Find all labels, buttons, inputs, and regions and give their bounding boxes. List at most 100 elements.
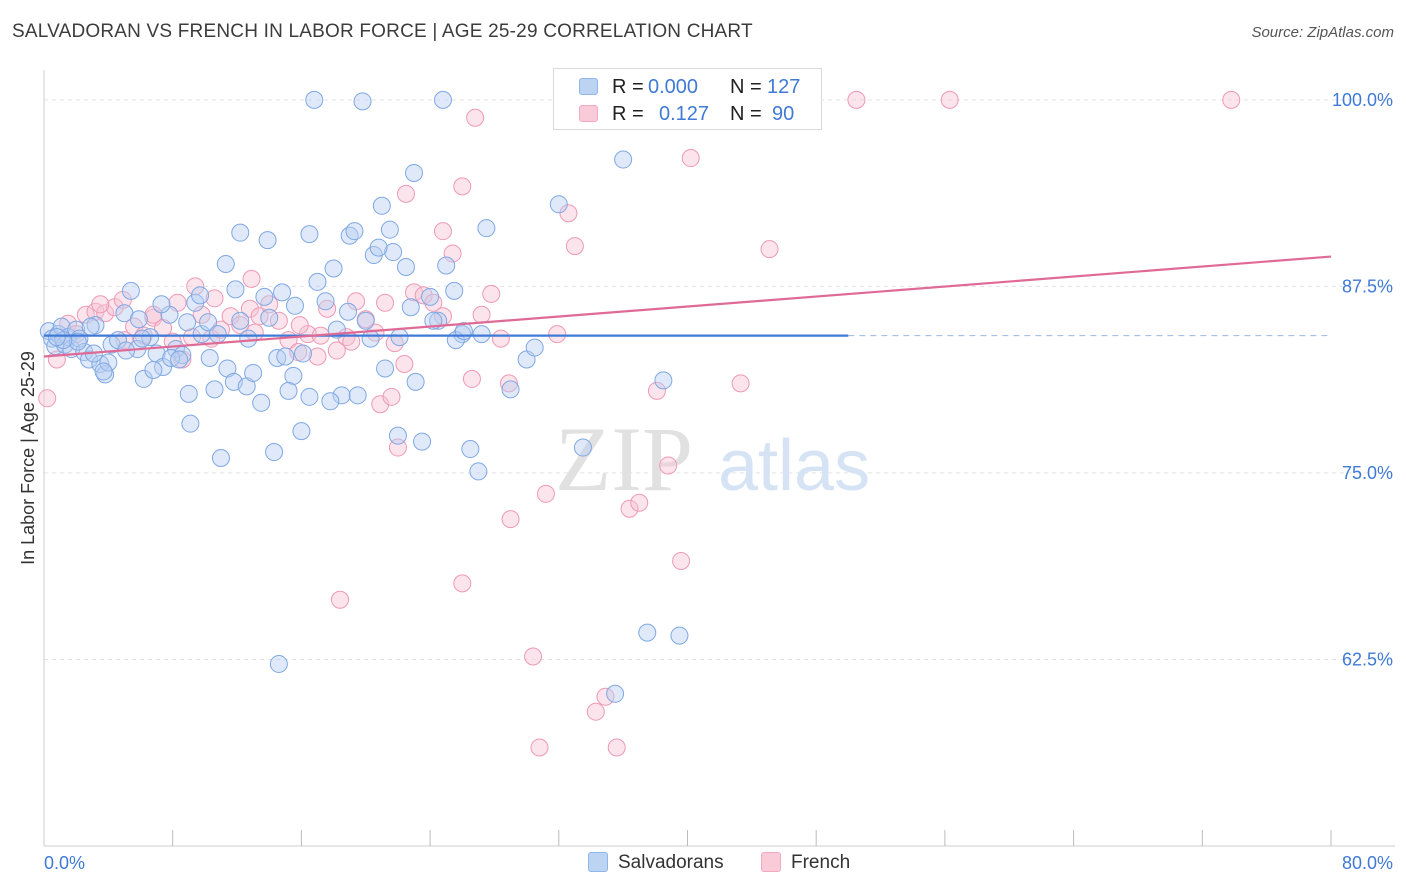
- watermark-atlas: atlas: [718, 426, 870, 506]
- salvadoran-point: [133, 329, 152, 348]
- french-point: [524, 647, 543, 666]
- salvadoran-point: [405, 163, 424, 182]
- french-point: [366, 323, 385, 342]
- watermark: ZIP atlas: [555, 408, 870, 510]
- salvadoran-point: [178, 313, 197, 332]
- bottom-legend-french: French: [761, 852, 850, 874]
- salvadoran-point: [406, 372, 425, 391]
- french-trend-line: [43, 255, 1332, 358]
- salvadoran-point: [252, 393, 271, 412]
- axes: [43, 70, 1395, 847]
- y-tick-label: 75.0%: [1342, 463, 1393, 483]
- salvadoran-point: [258, 231, 277, 250]
- bottom-legend-swatch-salvadorans: [588, 852, 608, 872]
- salvadoran-point: [525, 338, 544, 357]
- legend-n-label: N =: [730, 103, 762, 125]
- french-point: [331, 590, 350, 609]
- salvadoran-point: [47, 328, 66, 347]
- salvadoran-point: [388, 426, 407, 445]
- salvadoran-point: [461, 440, 480, 459]
- salvadoran-point: [205, 380, 224, 399]
- salvadoran-point: [477, 219, 496, 238]
- french-point: [205, 289, 224, 308]
- french-point: [607, 738, 626, 757]
- salvadoran-point: [390, 328, 409, 347]
- salvadoran-point: [144, 360, 163, 379]
- salvadoran-point: [372, 196, 391, 215]
- salvadoran-point: [353, 92, 372, 111]
- salvadoran-point: [469, 462, 488, 481]
- french-point: [630, 493, 649, 512]
- x-tick-label: 0.0%: [44, 853, 85, 873]
- salvadoran-points: [39, 90, 689, 703]
- salvadoran-point: [401, 298, 420, 317]
- french-points: [38, 90, 1241, 757]
- salvadoran-point: [265, 443, 284, 462]
- french-point: [453, 177, 472, 196]
- french-point: [96, 304, 115, 323]
- salvadoran-point: [472, 325, 491, 344]
- salvadoran-point: [191, 286, 210, 305]
- legend-r-value: 0.000: [648, 76, 699, 98]
- french-point: [240, 299, 259, 318]
- salvadoran-point: [300, 387, 319, 406]
- salvadoran-point: [99, 353, 118, 372]
- salvadoran-point: [413, 432, 432, 451]
- french-point: [396, 184, 415, 203]
- salvadoran-point: [226, 280, 245, 299]
- y-tick-label: 87.5%: [1342, 276, 1393, 296]
- salvadoran-point: [321, 392, 340, 411]
- french-point: [290, 316, 309, 335]
- french-point: [559, 204, 578, 223]
- salvadoran-point: [208, 325, 227, 344]
- salvadoran-point: [121, 281, 140, 300]
- bottom-legend-label-salvadorans: Salvadorans: [618, 852, 724, 873]
- salvadoran-point: [269, 654, 288, 673]
- source-label: Source: ZipAtlas.com: [1251, 24, 1394, 41]
- legend-swatch-french: [579, 105, 598, 122]
- salvadoran-point: [244, 363, 263, 382]
- salvadoran-point: [305, 90, 324, 109]
- salvadoran-point: [437, 256, 456, 275]
- french-point: [221, 307, 240, 326]
- salvadoran-point: [396, 257, 415, 276]
- salvadoran-point: [216, 255, 235, 273]
- salvadoran-point: [276, 347, 295, 366]
- bottom-legend-salvadorans: Salvadorans: [588, 852, 724, 874]
- french-point: [242, 269, 261, 288]
- legend-r-value: 0.127: [659, 103, 710, 125]
- chart-title: SALVADORAN VS FRENCH IN LABOR FORCE | AG…: [12, 21, 753, 42]
- french-point: [482, 284, 501, 303]
- salvadoran-point: [638, 623, 657, 642]
- french-point: [462, 369, 481, 388]
- french-point: [586, 702, 605, 721]
- legend-n-label: N =: [730, 76, 762, 98]
- salvadoran-point: [348, 386, 367, 405]
- bottom-legend-label-french: French: [791, 852, 851, 873]
- french-point: [491, 329, 510, 348]
- french-point: [376, 293, 395, 312]
- french-point: [318, 299, 337, 318]
- salvadoran-point: [170, 350, 189, 369]
- salvadoran-point: [231, 223, 250, 242]
- salvadoran-point: [606, 684, 625, 703]
- legend-r-label: R =: [612, 103, 644, 125]
- y-tick-label: 100.0%: [1332, 90, 1393, 110]
- french-point: [847, 90, 866, 109]
- salvadoran-point: [308, 272, 327, 291]
- salvadoran-point: [614, 150, 633, 169]
- french-point: [659, 456, 678, 475]
- french-point: [548, 325, 567, 344]
- legend-swatch-salvadorans: [579, 78, 598, 95]
- salvadoran-point: [279, 381, 298, 400]
- salvadoran-point: [670, 626, 689, 645]
- salvadoran-point: [369, 238, 388, 257]
- salvadoran-point: [294, 344, 313, 363]
- salvadoran-point: [255, 287, 274, 306]
- salvadoran-point: [211, 449, 230, 467]
- french-point: [1222, 90, 1241, 109]
- salvadoran-point: [380, 220, 399, 239]
- trend-lines: [43, 255, 1332, 358]
- salvadoran-point: [324, 259, 343, 278]
